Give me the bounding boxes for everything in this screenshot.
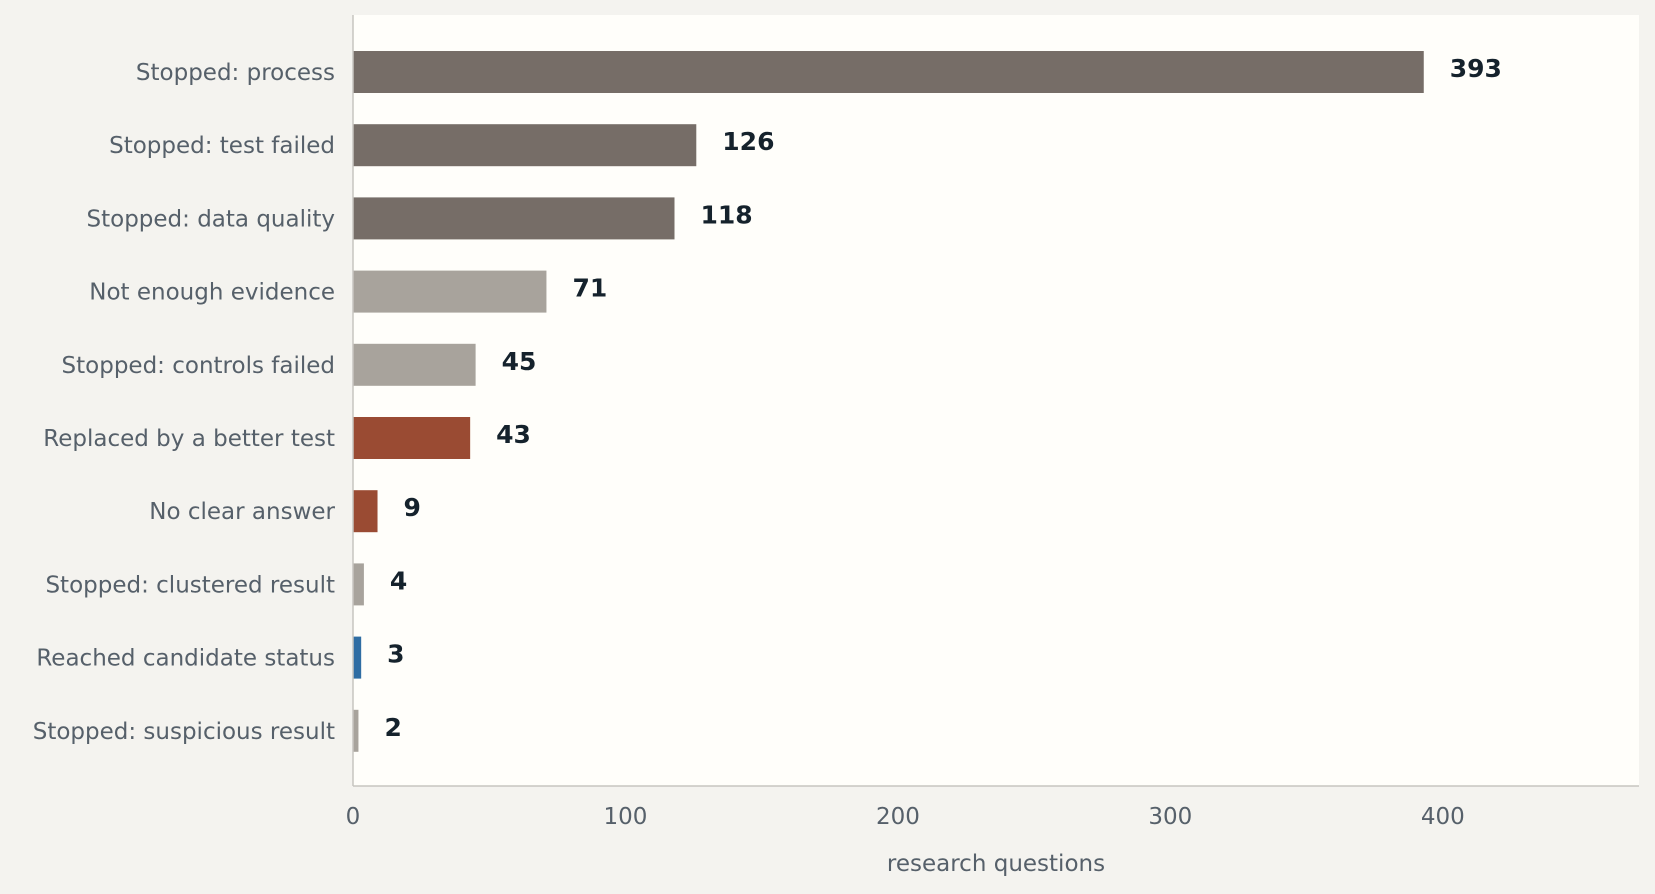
- category-label-8: Reached candidate status: [36, 646, 335, 672]
- x-tick-label-3: 300: [1148, 804, 1192, 830]
- bar-8: [353, 636, 362, 679]
- bar-9: [353, 709, 359, 752]
- category-label-0: Stopped: process: [136, 60, 335, 86]
- category-label-6: No clear answer: [149, 499, 335, 525]
- category-label-5: Replaced by a better test: [43, 426, 335, 452]
- category-label-3: Not enough evidence: [89, 280, 335, 306]
- bar-7: [353, 563, 364, 606]
- category-label-9: Stopped: suspicious result: [33, 719, 335, 745]
- value-label-3: 71: [572, 274, 607, 303]
- x-tick-labels: 0 100 200 300 400: [346, 804, 1465, 830]
- bar-2: [353, 197, 675, 240]
- x-tick-label-0: 0: [346, 804, 361, 830]
- bar-1: [353, 124, 697, 167]
- bar-5: [353, 417, 471, 459]
- value-label-0: 393: [1450, 54, 1502, 83]
- category-labels: Stopped: process Stopped: test failed Stop…: [33, 60, 336, 745]
- category-label-4: Stopped: controls failed: [62, 353, 335, 379]
- value-label-4: 45: [502, 347, 537, 376]
- x-tick-label-2: 200: [876, 804, 920, 830]
- category-label-7: Stopped: clustered result: [45, 572, 335, 598]
- value-label-1: 126: [722, 127, 774, 156]
- bar-3: [353, 270, 547, 313]
- x-tick-label-1: 100: [604, 804, 648, 830]
- category-label-2: Stopped: data quality: [87, 206, 336, 232]
- bar-4: [353, 343, 476, 386]
- value-label-6: 9: [404, 493, 421, 522]
- x-tick-label-4: 400: [1421, 804, 1465, 830]
- bars-group: [353, 51, 1424, 752]
- value-label-9: 2: [384, 713, 401, 742]
- bar-0: [353, 51, 1424, 93]
- value-label-2: 118: [701, 200, 753, 229]
- value-label-7: 4: [390, 566, 407, 595]
- category-label-1: Stopped: test failed: [109, 133, 335, 159]
- x-axis-title: research questions: [887, 851, 1105, 877]
- bar-6: [353, 490, 378, 533]
- value-label-8: 3: [387, 640, 404, 669]
- value-label-5: 43: [496, 420, 531, 449]
